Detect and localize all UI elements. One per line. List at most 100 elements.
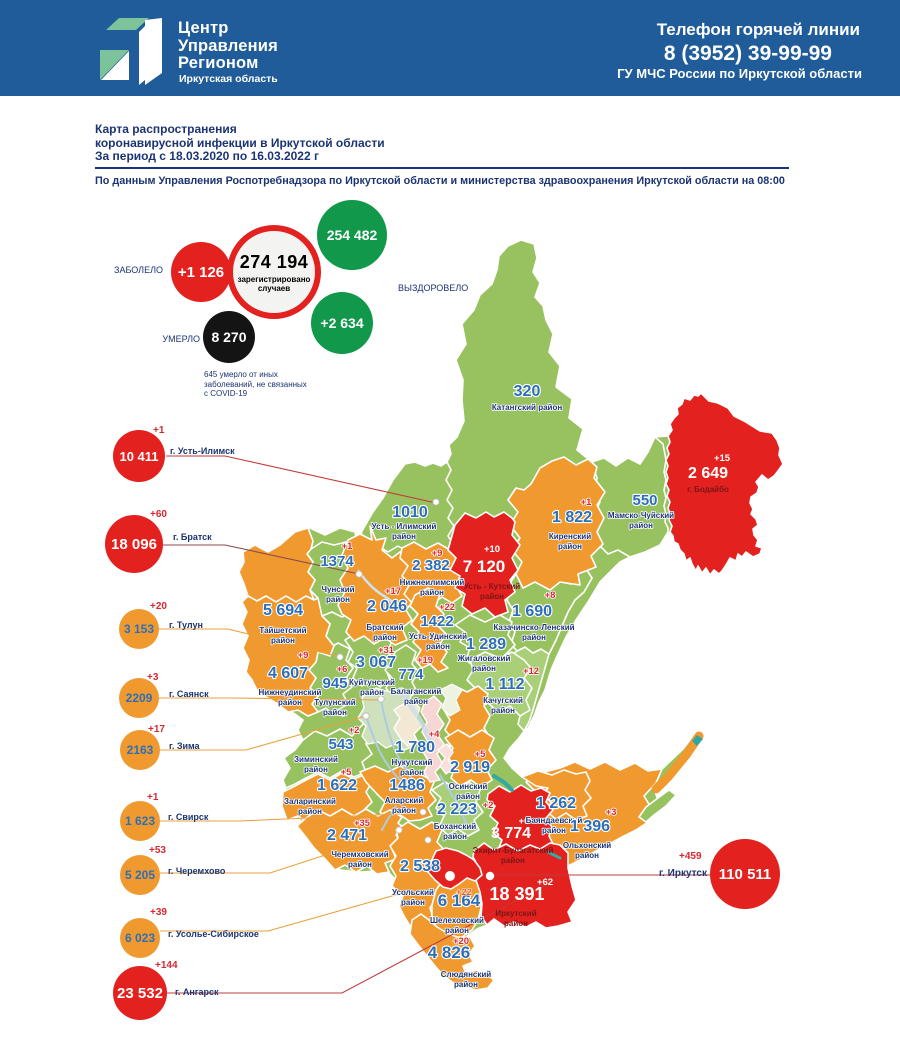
svg-text:+19: +19 [417, 655, 433, 666]
svg-text:18 391: 18 391 [489, 884, 544, 904]
svg-text:1374: 1374 [320, 553, 354, 570]
svg-text:район: район [454, 980, 478, 989]
svg-text:2 649: 2 649 [688, 465, 728, 482]
svg-text:Шелеховский: Шелеховский [430, 916, 484, 925]
svg-text:район: район [348, 860, 372, 869]
svg-text:Усть-Удинский: Усть-Удинский [409, 632, 467, 641]
svg-text:+1: +1 [342, 541, 354, 552]
svg-text:1 690: 1 690 [512, 603, 552, 620]
svg-text:+20: +20 [453, 936, 469, 947]
svg-text:+5: +5 [341, 767, 353, 778]
svg-text:+5: +5 [475, 749, 487, 760]
svg-text:5 694: 5 694 [263, 602, 303, 619]
svg-text:район: район [304, 765, 328, 774]
svg-text:Нукутский: Нукутский [392, 758, 433, 767]
svg-text:Осинский: Осинский [449, 782, 488, 791]
svg-text:г. Бодайбо: г. Бодайбо [687, 485, 729, 494]
svg-text:район: район [456, 792, 480, 801]
svg-text:Заларинский: Заларинский [284, 797, 336, 806]
svg-text:район: район [629, 521, 653, 530]
svg-text:+35: +35 [354, 818, 371, 829]
svg-text:Мамско-Чуйский: Мамско-Чуйский [608, 511, 674, 520]
svg-text:район: район [445, 926, 469, 935]
svg-text:2 223: 2 223 [437, 801, 477, 818]
svg-text:3 774: 3 774 [491, 825, 531, 842]
svg-text:1 822: 1 822 [552, 509, 592, 526]
svg-text:район: район [426, 642, 450, 651]
svg-text:2 046: 2 046 [367, 598, 407, 615]
svg-text:7 120: 7 120 [463, 557, 506, 576]
svg-text:район: район [271, 636, 295, 645]
svg-text:Ольхонский: Ольхонский [563, 841, 611, 850]
svg-text:Зиминский: Зиминский [294, 755, 338, 764]
svg-text:1 396: 1 396 [570, 818, 610, 835]
svg-text:район: район [443, 832, 467, 841]
svg-text:район: район [392, 806, 416, 815]
svg-text:Братский: Братский [366, 623, 403, 632]
svg-text:Куйтунский: Куйтунский [349, 678, 395, 687]
svg-text:3 067: 3 067 [356, 654, 396, 671]
svg-text:Катангский район: Катангский район [492, 403, 563, 412]
svg-text:Чунский: Чунский [321, 585, 354, 594]
svg-text:район: район [400, 768, 424, 777]
svg-text:район: район [298, 807, 322, 816]
svg-text:+17: +17 [385, 586, 401, 597]
svg-text:район: район [326, 595, 350, 604]
svg-text:Нижнеудинский: Нижнеудинский [259, 688, 322, 697]
svg-text:543: 543 [328, 736, 353, 753]
svg-text:1 112: 1 112 [485, 676, 524, 693]
svg-text:2 919: 2 919 [450, 759, 490, 776]
svg-text:Тулунский: Тулунский [314, 698, 356, 707]
svg-text:район: район [373, 633, 397, 642]
svg-text:+12: +12 [523, 666, 539, 677]
svg-text:район: район [501, 856, 525, 865]
svg-text:+6: +6 [337, 664, 348, 675]
svg-text:2 471: 2 471 [327, 827, 367, 844]
svg-text:+4: +4 [429, 729, 441, 740]
svg-text:+3: +3 [606, 807, 617, 818]
svg-text:+9: +9 [298, 650, 309, 661]
svg-text:Усть - Кутский: Усть - Кутский [464, 582, 520, 591]
svg-text:район: район [404, 697, 428, 706]
svg-text:район: район [420, 588, 444, 597]
svg-text:район: район [558, 542, 582, 551]
svg-text:+15: +15 [714, 453, 731, 464]
svg-text:район: район [542, 826, 566, 835]
svg-text:+8: +8 [545, 590, 556, 601]
svg-text:Боханский: Боханский [434, 822, 477, 831]
svg-text:+10: +10 [484, 544, 500, 555]
svg-text:район: район [575, 851, 599, 860]
svg-text:Черемховский: Черемховский [331, 850, 388, 859]
svg-text:550: 550 [632, 492, 657, 509]
svg-text:4 826: 4 826 [428, 943, 471, 962]
svg-text:+22: +22 [456, 887, 472, 898]
svg-text:Качугский: Качугский [483, 696, 523, 705]
svg-text:945: 945 [322, 675, 347, 692]
svg-text:район: район [504, 919, 528, 928]
svg-text:район: район [480, 592, 504, 601]
svg-text:1 289: 1 289 [466, 636, 506, 653]
svg-text:+2: +2 [483, 800, 494, 811]
svg-text:район: район [278, 698, 302, 707]
svg-text:район: район [472, 664, 496, 673]
svg-text:Иркутский: Иркутский [495, 909, 536, 918]
svg-text:+6: +6 [519, 816, 530, 827]
svg-text:1486: 1486 [389, 777, 425, 794]
svg-text:Нижнеилимский: Нижнеилимский [400, 578, 465, 587]
svg-text:Тайшетский: Тайшетский [259, 626, 306, 635]
svg-text:+62: +62 [537, 877, 553, 888]
svg-text:район: район [491, 706, 515, 715]
svg-text:Киренский: Киренский [549, 532, 591, 541]
svg-text:2 538: 2 538 [400, 858, 440, 875]
svg-text:1422: 1422 [420, 613, 453, 630]
svg-text:+1: +1 [581, 497, 593, 508]
svg-text:Баяндаевский: Баяндаевский [526, 816, 583, 825]
svg-text:2 382: 2 382 [412, 557, 450, 574]
svg-text:+22: +22 [439, 602, 455, 613]
svg-text:Балаганский: Балаганский [391, 687, 442, 696]
svg-text:район: район [323, 708, 347, 717]
svg-text:1 262: 1 262 [536, 795, 576, 812]
svg-text:район: район [360, 688, 384, 697]
svg-text:1 780: 1 780 [395, 739, 435, 756]
svg-text:6 164: 6 164 [438, 891, 481, 910]
